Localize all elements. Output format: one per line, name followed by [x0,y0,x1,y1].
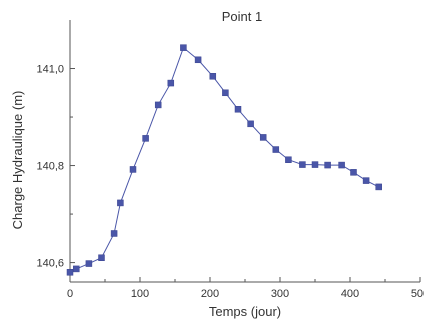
data-point [110,230,118,237]
data-point [362,177,370,184]
y-axis-label: Charge Hydraulique (m) [10,91,25,230]
y-tick-label: 140,6 [36,258,64,270]
data-point [180,44,187,51]
y-tick-label: 141,0 [36,64,64,76]
data-point [247,120,254,128]
x-tick-label: 500 [411,288,424,300]
data-point [259,134,267,141]
data-point [209,73,217,80]
data-point [311,161,319,168]
x-axis-label: Temps (jour) [209,304,281,319]
data-point [142,135,149,142]
data-point [234,106,242,113]
data-point [154,101,162,109]
data-point [285,156,292,163]
series-line [69,46,379,273]
data-point [66,269,74,276]
x-ticks: 0 100 200 300 400 500 [67,277,424,300]
data-point [299,161,306,168]
x-tick-label: 300 [271,288,289,300]
data-point [324,161,331,169]
data-point [222,89,229,97]
chart-title: Point 1 [222,9,262,24]
series-layer [66,44,382,276]
data-point [272,146,280,153]
data-point [167,79,175,87]
data-point [338,161,345,169]
y-ticks: 140,6 140,8 141,0 [36,64,75,270]
x-tick-label: 0 [67,288,73,300]
data-point [85,260,93,267]
data-point [117,199,124,207]
x-tick-label: 400 [341,288,359,300]
data-point [350,169,357,176]
data-point [73,265,80,273]
y-tick-label: 140,8 [36,161,64,173]
data-point [375,183,382,191]
data-point [98,254,105,261]
x-tick-label: 100 [131,288,149,300]
data-point [129,166,137,173]
x-tick-label: 200 [201,288,219,300]
data-point [194,56,202,64]
